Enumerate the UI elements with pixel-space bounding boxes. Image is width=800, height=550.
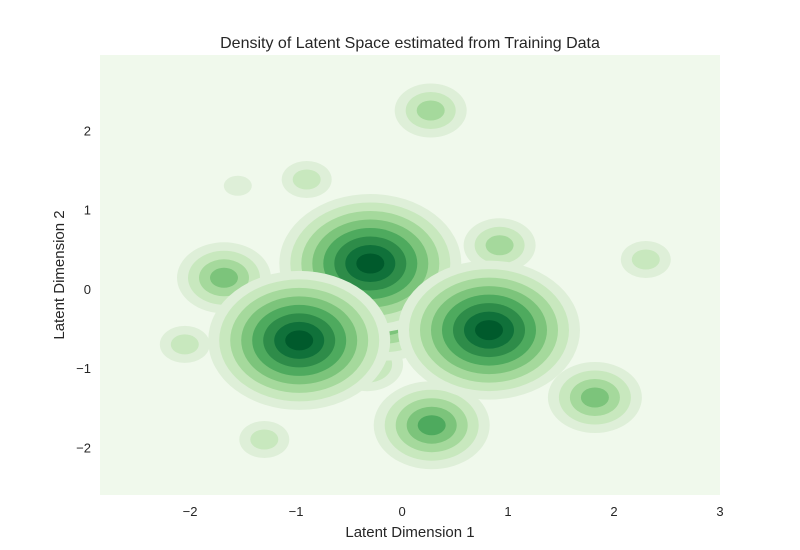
- x-axis: −2 −1 0 1 2 3: [183, 504, 724, 519]
- density-contour: [416, 100, 445, 121]
- x-tick-label: 0: [398, 504, 405, 519]
- y-axis-label: Latent Dimension 2: [51, 210, 68, 339]
- y-axis: −2 −1 0 1 2: [76, 123, 91, 455]
- x-tick-label: −2: [183, 504, 198, 519]
- density-contour: [631, 249, 660, 270]
- y-tick-label: 2: [84, 123, 91, 138]
- y-tick-label: 1: [84, 203, 91, 218]
- density-contour: [285, 330, 314, 351]
- y-tick-label: −2: [76, 440, 91, 455]
- density-contour: [223, 175, 252, 196]
- x-tick-label: 3: [716, 504, 723, 519]
- x-axis-label: Latent Dimension 1: [345, 524, 474, 541]
- chart-title: Density of Latent Space estimated from T…: [220, 35, 600, 52]
- density-contour: [417, 415, 446, 436]
- x-tick-label: −1: [289, 504, 304, 519]
- density-contour: [485, 235, 514, 256]
- density-contour: [580, 387, 609, 408]
- density-contours: [159, 83, 671, 470]
- density-contour: [356, 253, 385, 274]
- x-tick-label: 1: [504, 504, 511, 519]
- plot-area: [100, 55, 720, 495]
- y-tick-label: 0: [84, 282, 91, 297]
- density-contour: [250, 429, 279, 450]
- density-contour: [210, 267, 238, 288]
- y-tick-label: −1: [76, 361, 91, 376]
- density-contour: [292, 169, 321, 190]
- x-tick-label: 2: [610, 504, 617, 519]
- density-contour: [475, 320, 503, 341]
- density-contour: [170, 334, 199, 355]
